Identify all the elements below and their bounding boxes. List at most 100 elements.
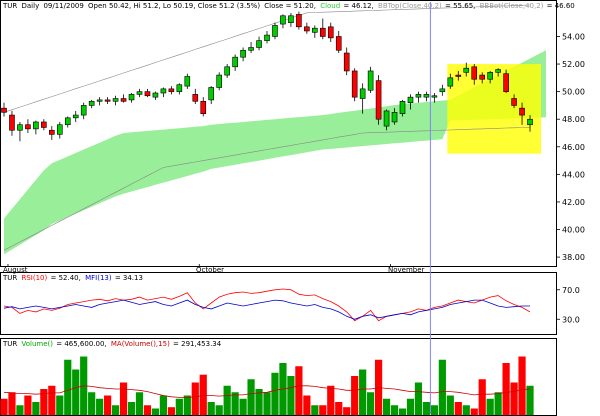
volume-bar [518, 356, 526, 415]
candle-body [423, 94, 430, 98]
candle [455, 70, 462, 81]
candle-body [96, 99, 103, 102]
volume-bar [263, 392, 271, 415]
candle-body [367, 70, 374, 91]
candle-body [375, 80, 382, 120]
candle [407, 94, 414, 110]
candle [240, 47, 246, 62]
volume-bar [319, 405, 327, 415]
candle-body [184, 76, 191, 87]
price-tick-label: 48.00 [562, 115, 585, 124]
volume-bar [470, 408, 478, 415]
highlight-box [447, 64, 542, 154]
price-tick-label: 50.00 [562, 88, 585, 97]
rsi-header: TUR RSI(10) = 52.40, MFI(13) = 34.13 [2, 274, 143, 282]
candle [56, 121, 63, 139]
volume-bar [127, 402, 136, 415]
volume-bar [167, 407, 175, 415]
volume-bar [446, 395, 454, 415]
candle [511, 94, 517, 109]
candle-body [200, 100, 207, 114]
candle-body [359, 88, 366, 99]
volume-bar [382, 398, 391, 415]
volume-bar [207, 402, 215, 415]
volume-bar [135, 392, 144, 415]
candle [439, 84, 446, 96]
volume-bar [438, 359, 446, 415]
candle [41, 119, 47, 131]
volume-bar [478, 379, 486, 415]
candle [383, 109, 390, 131]
volume-bar [486, 398, 494, 415]
candle-body [192, 94, 199, 102]
candle-body [33, 121, 39, 130]
candle [487, 70, 493, 84]
volume-bar [239, 398, 247, 415]
candle [272, 22, 278, 40]
candle-body [487, 72, 493, 80]
volume-bar [343, 407, 351, 415]
volume-bar [351, 376, 359, 415]
candle-body [120, 98, 127, 102]
candle [96, 97, 103, 106]
candle [471, 64, 478, 85]
candle-body [136, 91, 143, 95]
candle-body [296, 14, 302, 28]
candle-body [104, 99, 111, 102]
candle-body [56, 124, 63, 135]
volume-bar [143, 405, 152, 415]
candle-body [471, 66, 478, 80]
candle-body [503, 73, 509, 92]
candle [391, 108, 398, 125]
candle-body [208, 87, 215, 101]
volume-bar [462, 405, 470, 415]
candle-body [224, 66, 230, 76]
volume-bar [295, 366, 303, 415]
volume-bar [191, 382, 199, 415]
candle-body [415, 94, 422, 98]
price-tick-label: 40.00 [562, 226, 585, 235]
x-label-august: August [3, 266, 28, 274]
candle [415, 91, 422, 103]
candle [136, 88, 143, 98]
candle-body [88, 100, 95, 106]
candle [17, 121, 23, 142]
candle-body [216, 74, 222, 88]
candle [208, 86, 215, 105]
candle-body [176, 84, 183, 92]
candle-body [447, 77, 454, 87]
volume-bar [335, 402, 343, 415]
bollinger-top [3, 4, 531, 113]
volume-bar [56, 395, 64, 415]
candle [264, 30, 270, 44]
volume-bar [223, 385, 231, 415]
candle [296, 11, 302, 30]
volume-bar [8, 392, 16, 415]
volume-bar [303, 395, 311, 415]
candle-body [431, 95, 438, 98]
candle [375, 75, 382, 125]
candle [367, 66, 374, 94]
rsi-panel-frame [0, 272, 557, 335]
candle [49, 126, 55, 140]
volume-bar [311, 405, 319, 415]
candle-body [1, 107, 7, 113]
candle [176, 83, 183, 95]
candle-body [304, 26, 310, 32]
volume-bar [422, 402, 431, 415]
candle [351, 68, 358, 102]
price-layer [1, 4, 546, 255]
candle [304, 22, 310, 34]
candle-body [240, 49, 246, 58]
volume-bar [287, 376, 295, 415]
candle [463, 62, 470, 77]
volume-bar [414, 382, 423, 415]
candle [431, 93, 438, 103]
candle-body [128, 94, 135, 101]
volume-bar [526, 385, 534, 415]
candle-body [72, 114, 79, 119]
volume-bar [454, 402, 462, 415]
candle [280, 14, 286, 29]
candle [112, 95, 119, 106]
